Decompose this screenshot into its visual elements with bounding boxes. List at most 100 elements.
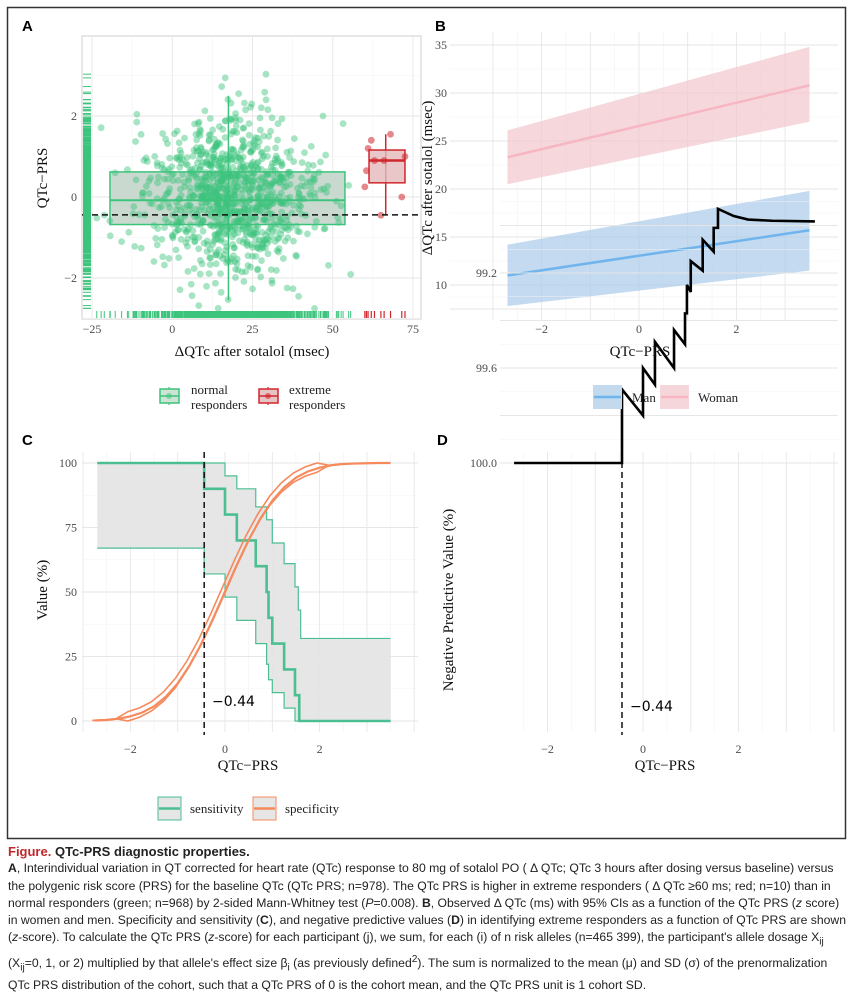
normal-point [229, 163, 237, 171]
normal-point [228, 169, 236, 177]
normal-point [171, 228, 179, 236]
normal-point [204, 160, 212, 168]
normal-point [217, 164, 225, 172]
normal-point [264, 192, 272, 200]
caption-figure-label: Figure. [8, 844, 52, 859]
normal-point [213, 190, 221, 198]
x-tick-label: 0 [222, 742, 228, 756]
normal-point [249, 165, 257, 173]
normal-point [164, 219, 172, 226]
normal-point [227, 130, 235, 138]
normal-point [284, 170, 292, 177]
panel-a-legend: normal responders extreme responders [159, 382, 345, 412]
normal-point [268, 180, 276, 188]
normal-point [210, 185, 218, 193]
normal-point [197, 175, 205, 183]
normal-point [275, 234, 283, 242]
normal-point [179, 171, 187, 179]
normal-point [215, 246, 223, 254]
normal-point [267, 127, 275, 135]
normal-point [154, 173, 162, 181]
normal-point [217, 176, 225, 184]
normal-point [190, 191, 198, 199]
normal-point [245, 224, 253, 232]
normal-point [294, 227, 301, 235]
normal-point [261, 88, 269, 96]
normal-point [212, 189, 220, 197]
normal-point [282, 182, 290, 190]
normal-point [241, 182, 248, 190]
normal-point [264, 228, 272, 236]
normal-point [268, 159, 276, 167]
caption-text: score) in women and men. Specificity and… [8, 895, 840, 928]
normal-point [196, 256, 204, 264]
normal-point [200, 239, 208, 247]
normal-point [242, 178, 250, 186]
normal-point [205, 136, 213, 144]
normal-point [310, 178, 317, 186]
normal-point [285, 221, 293, 229]
normal-point [159, 130, 167, 137]
normal-point [206, 170, 214, 178]
normal-point [298, 159, 306, 166]
normal-point [203, 248, 211, 255]
normal-point [203, 151, 210, 158]
normal-point [274, 170, 282, 178]
normal-point [236, 222, 244, 230]
normal-point [217, 154, 224, 162]
x-tick-label: 0 [640, 742, 646, 756]
normal-point [169, 170, 177, 178]
normal-point [232, 172, 240, 180]
normal-point [289, 285, 297, 293]
normal-point [247, 263, 254, 271]
legend-label-extreme-2: responders [289, 397, 345, 412]
normal-point [160, 175, 168, 183]
normal-point [263, 193, 271, 201]
normal-point [206, 159, 214, 167]
panel-c-y-title: Value (%) [35, 560, 51, 620]
caption-text: z [208, 930, 215, 945]
normal-point [280, 183, 288, 191]
normal-point [247, 148, 255, 156]
normal-point [244, 203, 252, 211]
normal-point [131, 242, 139, 250]
normal-point [227, 115, 235, 123]
normal-point [283, 284, 291, 292]
normal-point [273, 267, 280, 274]
normal-point [218, 184, 226, 192]
normal-point [297, 182, 305, 190]
normal-point [218, 83, 226, 90]
normal-point [278, 115, 286, 123]
normal-point [268, 277, 276, 284]
normal-point [271, 166, 279, 174]
normal-point [242, 200, 250, 208]
normal-point [168, 231, 176, 239]
y-tick-label: 30 [435, 86, 447, 100]
normal-point [287, 172, 295, 180]
normal-point [273, 247, 281, 254]
normal-point [246, 193, 254, 201]
normal-point [213, 161, 221, 169]
normal-point [207, 184, 214, 192]
normal-point [243, 242, 251, 249]
caption-ref-a: A [8, 861, 17, 876]
normal-point [254, 143, 262, 151]
normal-point [177, 192, 185, 199]
normal-point [190, 146, 198, 154]
normal-point [240, 124, 248, 132]
normal-point [212, 231, 220, 239]
normal-point [228, 156, 236, 163]
normal-point [218, 194, 225, 201]
normal-point [158, 235, 166, 243]
normal-point [137, 131, 145, 138]
normal-point [262, 179, 270, 187]
normal-point [271, 177, 279, 185]
normal-point [215, 221, 223, 229]
normal-point [202, 168, 209, 176]
normal-point [206, 193, 214, 201]
normal-point [232, 110, 239, 117]
caption-text: z [795, 895, 802, 910]
normal-point [209, 153, 217, 161]
normal-point [187, 202, 194, 210]
normal-point [244, 180, 252, 188]
